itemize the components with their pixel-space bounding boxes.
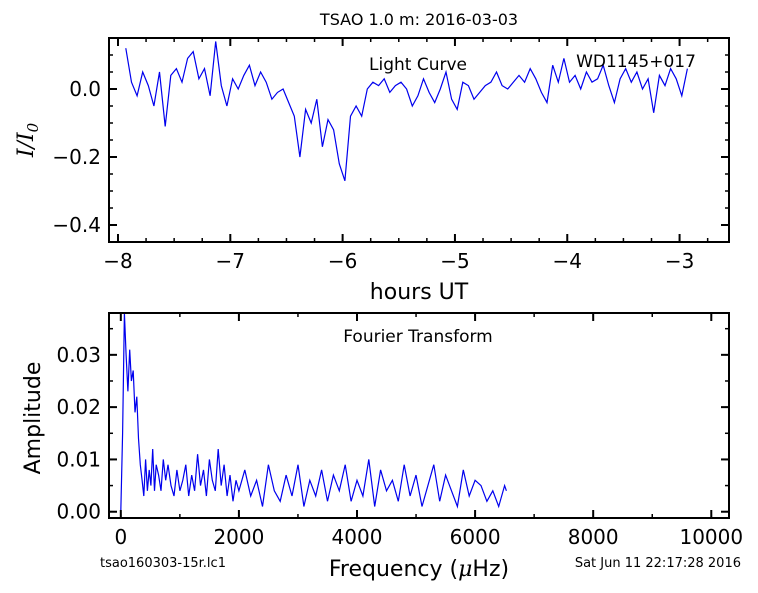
light-curve-y-axis-label: I/I0 bbox=[14, 122, 42, 158]
fourier-panel: 0 2000 4000 6000 8000 10000 0.000.010.020.03 … bbox=[21, 312, 743, 582]
light-curve-x-tick-label: −8 bbox=[103, 249, 132, 273]
object-label: WD1145+017 bbox=[576, 52, 696, 72]
fourier-y-tick-label: 0.00 bbox=[56, 500, 101, 524]
light-curve-y-tick-label: 0.0 bbox=[69, 77, 101, 101]
footer-timestamp: Sat Jun 11 22:17:28 2016 bbox=[575, 556, 741, 571]
fourier-x-axis-label: Frequency (μHz) bbox=[329, 557, 509, 582]
light-curve-panel: −8 −7 −6 −5 −4 −3 0.0 −0.2 −0.4 Light Curve WD1… bbox=[14, 37, 730, 305]
fourier-y-ticks: 0.00 0.01 0.02 0.03 bbox=[56, 327, 729, 524]
light-curve-x-tick-label: −6 bbox=[328, 249, 357, 273]
fourier-x-tick-label: 10000 bbox=[679, 525, 743, 549]
fourier-series bbox=[120, 312, 507, 512]
light-curve-x-ticks: −8 −7 −6 −5 −4 −3 bbox=[103, 38, 709, 273]
x-label-prefix: Frequency ( bbox=[329, 557, 458, 582]
fourier-annotation: Fourier Transform bbox=[343, 327, 492, 347]
fourier-x-tick-label: 2000 bbox=[213, 525, 264, 549]
footer-filename: tsao160303-15r.lc1 bbox=[100, 556, 226, 571]
light-curve-annotation: Light Curve bbox=[369, 55, 467, 75]
x-label-suffix: Hz) bbox=[472, 557, 509, 582]
fourier-x-tick-label: 0 bbox=[114, 525, 127, 549]
figure-title: TSAO 1.0 m: 2016-03-03 bbox=[319, 10, 518, 29]
light-curve-y-tick-label: −0.4 bbox=[52, 213, 101, 237]
fourier-x-tick-label: 6000 bbox=[450, 525, 501, 549]
light-curve-x-tick-label: −7 bbox=[216, 249, 245, 273]
x-label-mu: μ bbox=[458, 557, 472, 582]
light-curve-series bbox=[125, 41, 688, 181]
light-curve-y-tick-label: −0.2 bbox=[52, 145, 101, 169]
light-curve-x-tick-label: −3 bbox=[665, 249, 694, 273]
fourier-y-axis-label: Amplitude bbox=[21, 362, 46, 475]
fourier-frame bbox=[108, 312, 730, 519]
fourier-x-tick-label: 8000 bbox=[568, 525, 619, 549]
light-curve-y-ticks: 0.0 −0.2 −0.4 bbox=[52, 37, 729, 243]
fourier-x-tick-label: 4000 bbox=[332, 525, 383, 549]
y-label-subscript: 0 bbox=[24, 122, 42, 132]
light-curve-x-tick-label: −5 bbox=[440, 249, 469, 273]
light-curve-x-tick-label: −4 bbox=[553, 249, 582, 273]
fourier-y-tick-label: 0.01 bbox=[56, 447, 101, 471]
fourier-y-tick-label: 0.02 bbox=[56, 395, 101, 419]
y-label-main: I/I bbox=[14, 131, 39, 158]
light-curve-x-axis-label: hours UT bbox=[370, 280, 469, 305]
fourier-y-tick-label: 0.03 bbox=[56, 343, 101, 367]
fourier-x-ticks: 0 2000 4000 6000 8000 10000 bbox=[114, 313, 743, 549]
